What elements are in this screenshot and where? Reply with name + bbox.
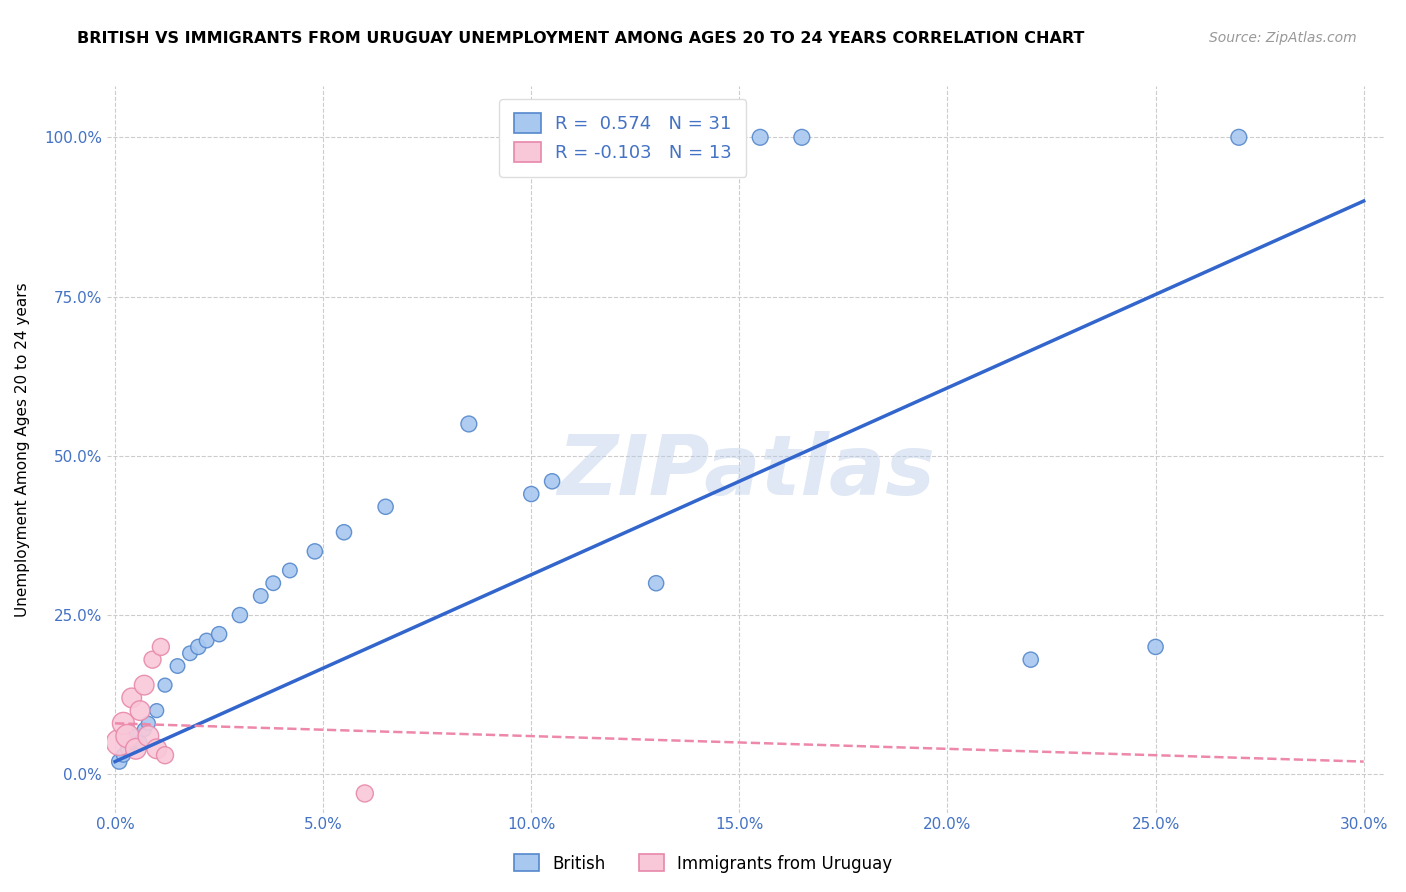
Y-axis label: Unemployment Among Ages 20 to 24 years: Unemployment Among Ages 20 to 24 years — [15, 282, 30, 616]
Point — [304, 544, 326, 558]
Point — [353, 786, 375, 800]
Point — [129, 735, 152, 749]
Legend: R =  0.574   N = 31, R = -0.103   N = 13: R = 0.574 N = 31, R = -0.103 N = 13 — [499, 99, 747, 177]
Legend: British, Immigrants from Uruguay: British, Immigrants from Uruguay — [508, 847, 898, 880]
Point — [112, 716, 135, 731]
Point — [141, 653, 163, 667]
Point — [134, 723, 156, 737]
Text: Source: ZipAtlas.com: Source: ZipAtlas.com — [1209, 31, 1357, 45]
Point — [333, 525, 356, 540]
Point — [166, 659, 188, 673]
Point — [153, 678, 176, 692]
Point — [138, 716, 160, 731]
Point — [1144, 640, 1167, 654]
Point — [278, 564, 301, 578]
Point — [129, 704, 152, 718]
Point — [121, 735, 143, 749]
Point — [749, 130, 772, 145]
Point — [145, 742, 167, 756]
Point — [125, 729, 148, 743]
Point — [195, 633, 218, 648]
Point — [229, 608, 252, 623]
Point — [541, 475, 564, 489]
Point — [179, 646, 201, 660]
Text: BRITISH VS IMMIGRANTS FROM URUGUAY UNEMPLOYMENT AMONG AGES 20 TO 24 YEARS CORREL: BRITISH VS IMMIGRANTS FROM URUGUAY UNEMP… — [77, 31, 1084, 46]
Text: ZIPatlas: ZIPatlas — [557, 431, 935, 512]
Point — [457, 417, 479, 431]
Point — [262, 576, 284, 591]
Point — [1019, 653, 1042, 667]
Point — [125, 742, 148, 756]
Point — [145, 704, 167, 718]
Point — [117, 729, 139, 743]
Point — [108, 755, 131, 769]
Point — [117, 742, 139, 756]
Point — [112, 748, 135, 763]
Point — [790, 130, 813, 145]
Point — [149, 640, 172, 654]
Point — [153, 748, 176, 763]
Point — [187, 640, 209, 654]
Point — [1227, 130, 1250, 145]
Point — [108, 735, 131, 749]
Point — [520, 487, 543, 501]
Point — [374, 500, 396, 514]
Point — [249, 589, 271, 603]
Point — [645, 576, 668, 591]
Point — [208, 627, 231, 641]
Point — [121, 690, 143, 705]
Point — [134, 678, 156, 692]
Point — [138, 729, 160, 743]
